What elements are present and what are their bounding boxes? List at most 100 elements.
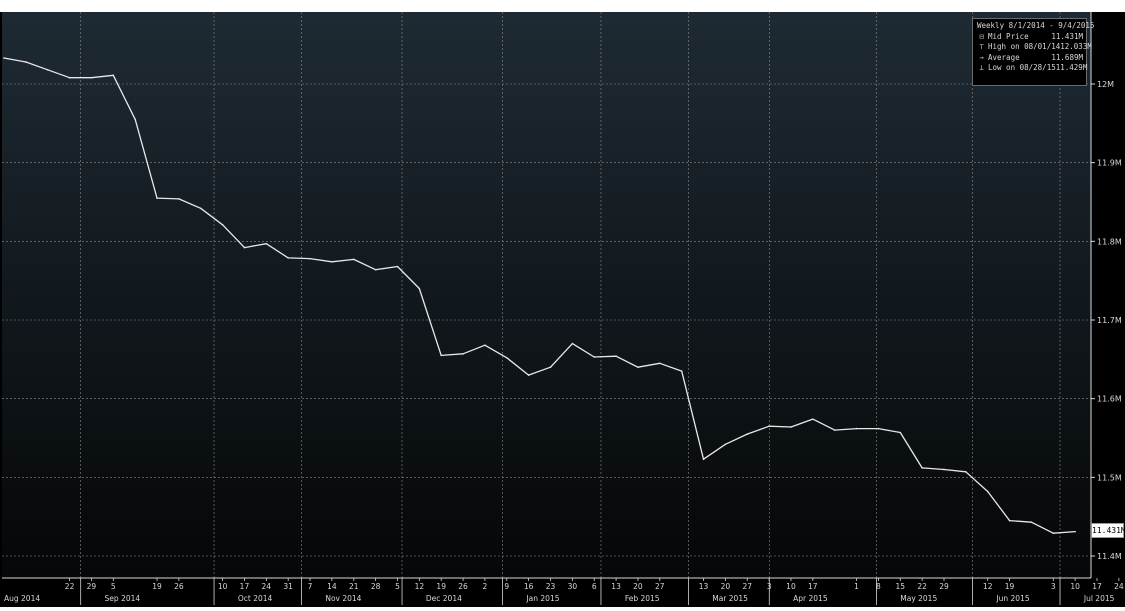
data-point	[724, 443, 727, 446]
x-axis-background	[0, 578, 1125, 607]
data-point	[331, 260, 333, 263]
x-tick-label: 30	[568, 582, 578, 591]
month-label: May 2015	[900, 594, 937, 603]
legend-label: Average	[988, 52, 1020, 62]
x-tick-label: 12	[983, 582, 993, 591]
x-tick-label: 15	[895, 582, 905, 591]
legend-row-low: ⊥ Low on 08/28/15 11.429M	[977, 63, 1087, 74]
x-tick-label: 27	[742, 582, 752, 591]
data-point	[309, 257, 311, 260]
legend-value: 11.429M	[1055, 63, 1088, 73]
month-label: Aug 2014	[4, 594, 40, 603]
data-point	[374, 268, 377, 271]
y-axis: 11.4M 11.5M 11.6M 11.7M 11.8M 11.9M 12M	[1090, 12, 1122, 578]
collapse-box-icon: ⊟	[979, 31, 984, 41]
x-tick-label: 19	[152, 582, 162, 591]
y-tick-label: 11.7M	[1097, 316, 1122, 325]
legend-label: Low on 08/28/15	[988, 63, 1056, 73]
x-tick-label: 29	[939, 582, 949, 591]
legend-row-mid-price: ⊟ Mid Price 11.431M	[977, 32, 1083, 43]
legend-label: Mid Price	[988, 31, 1029, 41]
month-label: Apr 2015	[793, 594, 828, 603]
legend-row-average: → Average 11.689M	[977, 53, 1083, 64]
data-point	[702, 458, 705, 461]
x-tick-label: 19	[436, 582, 446, 591]
x-tick-label: 17	[240, 582, 250, 591]
x-tick-label: 28	[371, 582, 381, 591]
data-point	[615, 355, 617, 357]
series-layer	[3, 57, 1076, 534]
month-label: Jul 2015	[1083, 594, 1115, 603]
x-tick-label: 24	[262, 582, 272, 591]
x-axis: 22 29 5 19 26 10 17 24 31 7 14 21 28 5 12 19 26 2 9 16 23 30 6…	[0, 577, 1125, 607]
data-point	[593, 356, 596, 358]
x-tick-label: 22	[917, 582, 927, 591]
data-point	[440, 354, 443, 357]
data-point	[768, 425, 770, 428]
data-point	[986, 490, 989, 493]
x-tick-label: 17	[808, 582, 818, 591]
data-point	[549, 366, 552, 369]
data-point	[199, 207, 202, 210]
x-tick-label: 31	[283, 582, 293, 591]
data-point	[659, 362, 661, 365]
data-point	[637, 366, 639, 369]
legend-value: 12.033M	[1060, 42, 1092, 52]
low-marker-icon: ⊥	[979, 63, 984, 73]
data-point	[484, 344, 486, 346]
x-tick-label: 26	[458, 582, 468, 591]
data-point	[352, 258, 355, 261]
data-point	[243, 246, 246, 249]
y-tick-label: 11.4M	[1097, 552, 1122, 561]
x-tick-label: 9	[504, 582, 509, 591]
data-point	[25, 61, 27, 63]
data-point	[943, 468, 945, 471]
data-point	[68, 76, 71, 79]
data-point	[1008, 519, 1011, 522]
data-point	[156, 197, 158, 199]
data-point	[877, 427, 880, 430]
x-tick-label: 1	[854, 582, 859, 591]
legend-title: Weekly 8/1/2014 - 9/4/2015	[977, 21, 1095, 30]
x-tick-label: 10	[218, 582, 228, 591]
legend-row-high: ⊤ High on 08/01/14 12.033M	[977, 42, 1092, 53]
x-tick-label: 6	[592, 582, 597, 591]
month-label: Sep 2014	[105, 594, 141, 603]
data-point	[287, 257, 289, 259]
data-point	[1030, 521, 1033, 523]
plot-area	[2, 12, 1091, 578]
last-value-badge: 11.431M	[1091, 523, 1125, 538]
x-tick-label: 5	[395, 582, 400, 591]
data-point	[527, 374, 530, 376]
data-point	[462, 353, 464, 355]
legend-value: 11.431M	[1051, 31, 1083, 41]
data-point	[112, 74, 115, 77]
price-series-line	[3, 57, 1076, 534]
data-point	[418, 287, 421, 290]
data-point	[571, 342, 574, 345]
data-point	[1074, 530, 1076, 533]
y-tick-label: 11.5M	[1097, 473, 1122, 482]
x-tick-label: 23	[546, 582, 556, 591]
high-marker-icon: ⊤	[979, 42, 984, 52]
y-tick-label: 11.6M	[1097, 395, 1122, 404]
x-tick-label: 20	[633, 582, 643, 591]
grid-lines	[2, 12, 1091, 578]
month-label: Jan 2015	[525, 594, 559, 603]
x-tick-label: 29	[87, 582, 97, 591]
x-tick-label: 13	[699, 582, 709, 591]
x-tick-label: 8	[876, 582, 881, 591]
data-point	[396, 265, 399, 268]
data-point	[812, 418, 814, 420]
data-point	[134, 118, 136, 121]
x-tick-label: 2	[483, 582, 488, 591]
x-tick-label: 10	[1070, 582, 1080, 591]
data-point	[90, 76, 93, 79]
month-label: Nov 2014	[325, 594, 361, 603]
x-tick-label: 10	[786, 582, 796, 591]
data-point	[265, 242, 268, 245]
month-label: Mar 2015	[712, 594, 748, 603]
x-tick-label: 19	[1005, 582, 1015, 591]
